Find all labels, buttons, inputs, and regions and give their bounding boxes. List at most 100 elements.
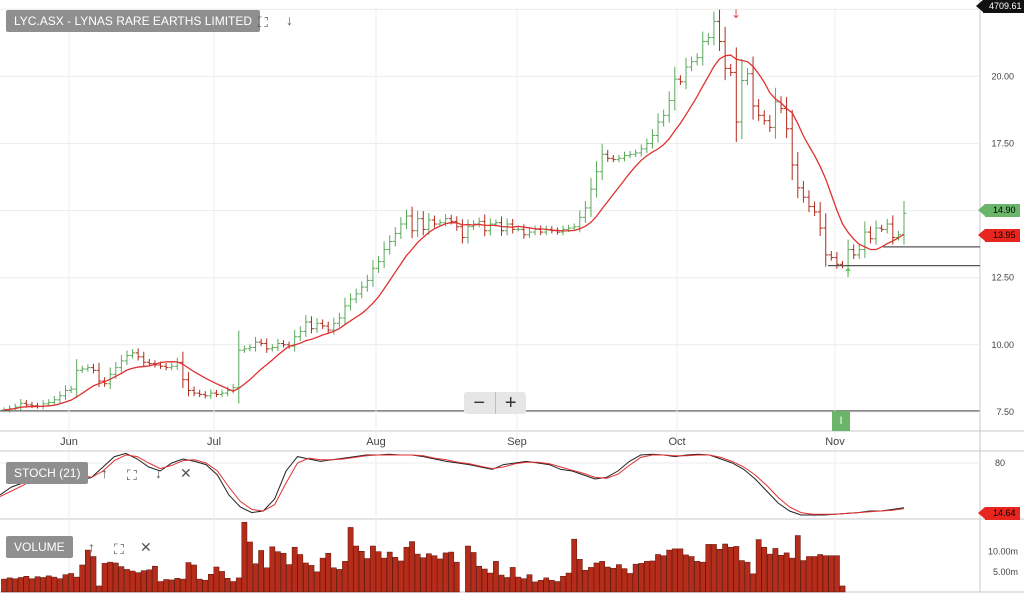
stoch-k-line xyxy=(0,452,905,516)
volume-bar xyxy=(610,567,617,593)
volume-bar xyxy=(543,577,550,593)
event-marker[interactable]: I xyxy=(832,411,850,431)
volume-close-icon[interactable]: ✕ xyxy=(140,539,152,555)
volume-bar xyxy=(498,574,505,593)
moving-average-line xyxy=(3,54,905,411)
x-tick-label: Aug xyxy=(366,436,386,448)
volume-bar xyxy=(699,561,706,593)
volume-bar xyxy=(135,572,142,593)
y-tick-label: 12.50 xyxy=(991,273,1014,283)
volume-bar xyxy=(660,555,667,593)
arrow-down-icon[interactable]: ↓ xyxy=(286,12,293,28)
volume-bar xyxy=(817,554,823,593)
volume-bar xyxy=(45,575,52,593)
volume-bar xyxy=(649,560,656,593)
volume-bar xyxy=(582,569,589,593)
volume-bar xyxy=(347,527,354,593)
volume-bar xyxy=(783,552,790,593)
volume-bar xyxy=(453,561,460,593)
volume-tick-label: 5.00m xyxy=(993,567,1018,577)
expand-icon[interactable]: ⛶ xyxy=(258,14,268,30)
volume-tick-label: 10.00m xyxy=(988,547,1018,557)
stoch-pane xyxy=(0,452,980,516)
volume-bar xyxy=(112,562,119,593)
volume-bar xyxy=(448,551,455,593)
volume-bar xyxy=(576,559,583,593)
volume-bar xyxy=(224,578,231,593)
volume-bar xyxy=(375,551,382,593)
zoom-in-button[interactable]: + xyxy=(494,392,527,414)
volume-bar xyxy=(12,578,19,593)
volume-bar xyxy=(571,538,578,593)
volume-bar xyxy=(202,580,209,593)
volume-bar xyxy=(409,541,415,593)
volume-bar xyxy=(196,578,203,593)
volume-bar xyxy=(616,564,622,593)
volume-bar xyxy=(342,561,348,593)
volume-arrow-up-icon[interactable]: ↑ xyxy=(88,539,95,555)
x-tick-label: Jul xyxy=(207,436,221,448)
volume-bar xyxy=(761,546,768,593)
volume-bar xyxy=(297,554,304,593)
volume-bar xyxy=(247,541,253,593)
volume-bar xyxy=(235,577,242,593)
volume-bar xyxy=(414,553,421,593)
volume-bar xyxy=(599,561,605,593)
volume-bar xyxy=(68,573,74,593)
stoch-expand-icon[interactable]: ⛶ xyxy=(127,467,137,483)
volume-bar xyxy=(420,557,427,593)
volume-bar xyxy=(263,567,270,593)
peak-arrow-down-icon: ↓ xyxy=(731,7,741,21)
volume-bar xyxy=(437,558,443,593)
trough-arrow-up-icon: ↑ xyxy=(843,266,853,280)
volume-bar xyxy=(6,577,13,593)
volume-bar xyxy=(140,570,147,593)
zoom-out-button[interactable]: − xyxy=(473,392,486,414)
y-tick-label: 10.00 xyxy=(991,340,1014,350)
volume-expand-icon[interactable]: ⛶ xyxy=(114,541,124,557)
volume-bar xyxy=(57,578,63,593)
volume-bar xyxy=(806,556,812,593)
volume-bar xyxy=(778,555,784,593)
volume-bar xyxy=(353,545,360,593)
volume-bar xyxy=(666,549,673,593)
stoch-arrow-down-icon[interactable]: ↓ xyxy=(155,465,162,481)
stoch-arrow-up-icon[interactable]: ↑ xyxy=(101,465,108,481)
zoom-controls: − + xyxy=(464,392,526,414)
volume-bar xyxy=(727,546,734,593)
volume-bar xyxy=(291,546,298,593)
volume-bar xyxy=(442,552,449,593)
volume-bar xyxy=(157,581,164,593)
volume-bar xyxy=(370,545,376,593)
volume-bar xyxy=(811,556,818,593)
volume-bar xyxy=(560,576,566,593)
volume-bar xyxy=(207,574,214,593)
stoch-label: STOCH (21) xyxy=(6,462,89,484)
volume-bar xyxy=(252,563,259,593)
volume-bar xyxy=(174,578,181,593)
volume-bar xyxy=(381,557,387,593)
y-tick-label: 7.50 xyxy=(996,407,1014,417)
volume-bar xyxy=(638,563,645,593)
stoch-close-icon[interactable]: ✕ xyxy=(180,465,192,481)
volume-bar xyxy=(621,568,628,593)
volume-bar xyxy=(168,579,175,593)
volume-bar xyxy=(739,560,745,593)
volume-bar xyxy=(554,581,561,593)
x-tick-label: Oct xyxy=(668,436,685,448)
volume-bar xyxy=(146,569,153,593)
volume-bar xyxy=(29,578,35,593)
volume-bar xyxy=(34,576,41,593)
volume-bar xyxy=(269,546,276,593)
volume-bar xyxy=(526,574,533,593)
volume-bar xyxy=(688,556,695,593)
volume-bar xyxy=(755,539,762,593)
volume-bar xyxy=(683,554,689,593)
volume-bar xyxy=(163,579,169,593)
volume-bar xyxy=(79,564,86,593)
volume-bar xyxy=(644,561,650,593)
volume-bar xyxy=(90,556,97,593)
volume-bar xyxy=(314,571,320,593)
moving-average-tag: 13.95 xyxy=(978,229,1020,242)
